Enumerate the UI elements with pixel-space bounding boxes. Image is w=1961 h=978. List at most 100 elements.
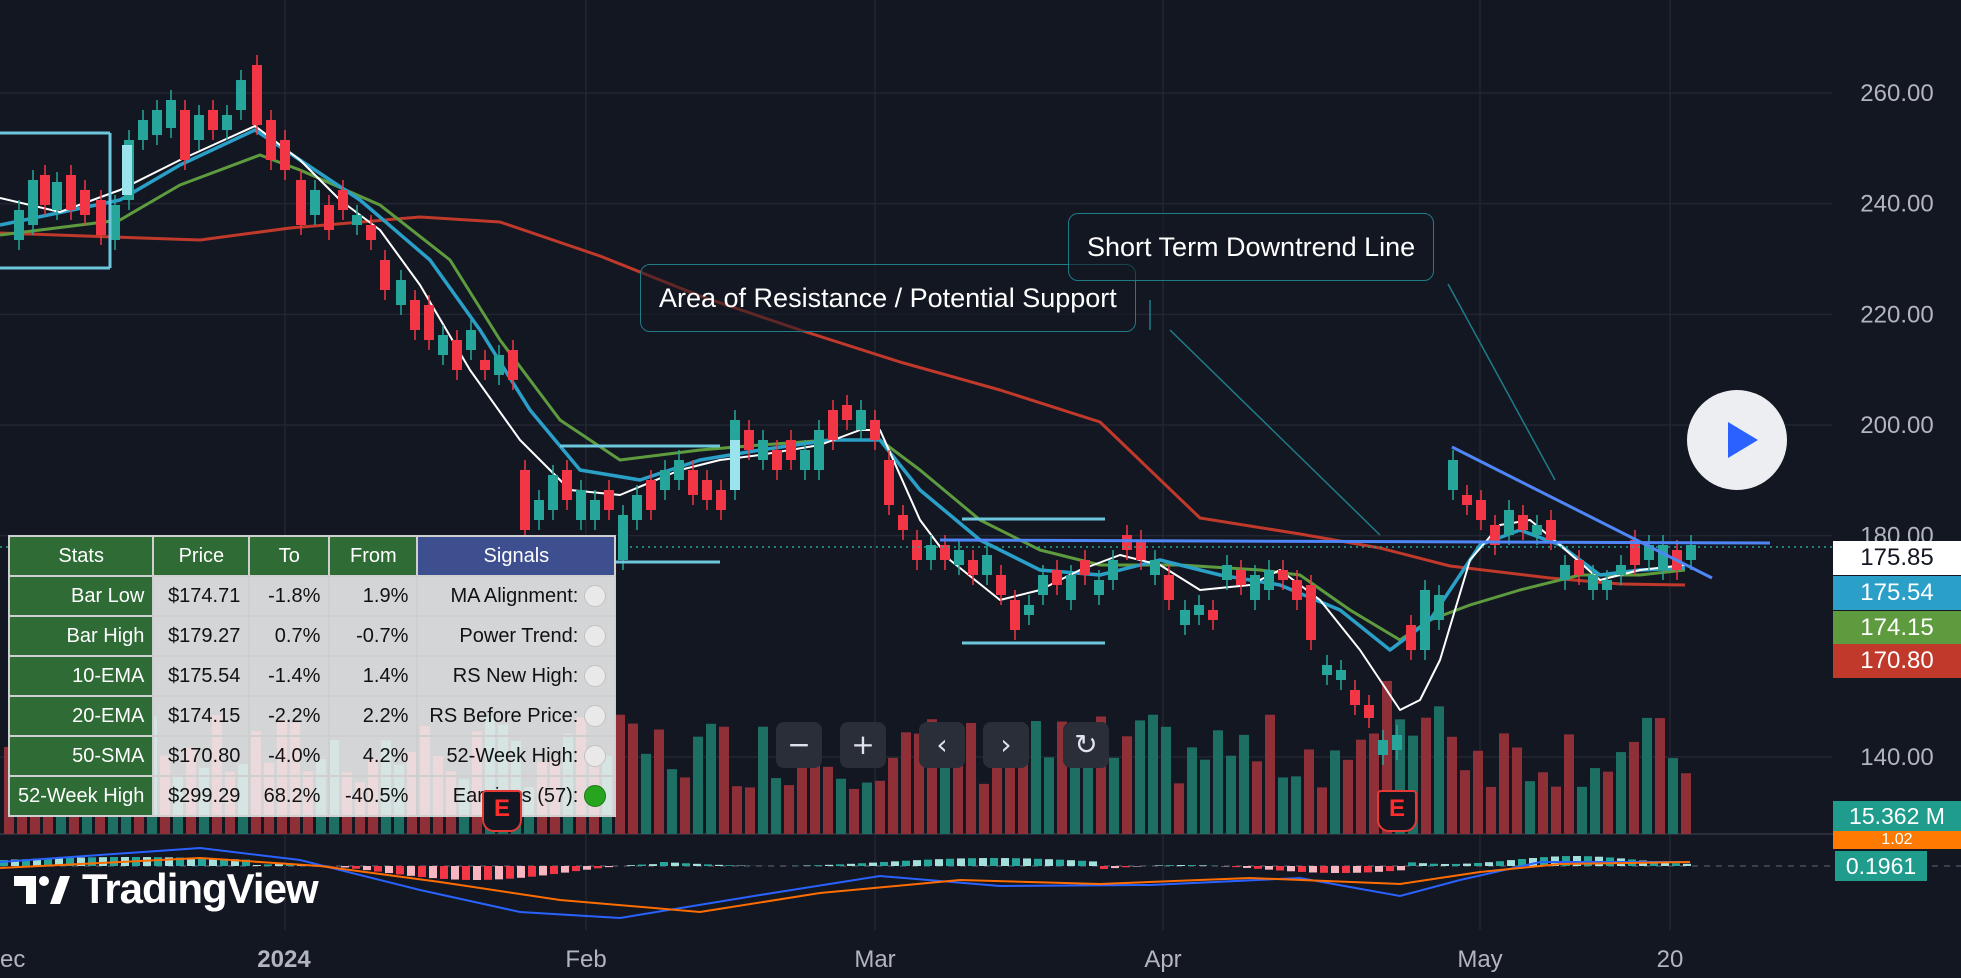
candle-body xyxy=(646,480,656,510)
macd-histogram-bar xyxy=(462,866,470,880)
earnings-badge-apr[interactable]: E xyxy=(1377,790,1417,832)
signal-off-indicator xyxy=(584,585,607,608)
macd-histogram-bar xyxy=(1661,862,1669,866)
macd-histogram-bar xyxy=(429,866,437,879)
stats-label: Bar High xyxy=(7,615,155,657)
candle-body xyxy=(1180,610,1190,625)
candle-body xyxy=(1278,570,1288,580)
candle-body xyxy=(884,460,894,505)
candle-body xyxy=(180,110,190,160)
candle-body xyxy=(1546,520,1556,540)
macd-histogram-bar xyxy=(946,858,954,866)
candle-body xyxy=(1490,525,1500,545)
reset-chart-button[interactable]: ↻ xyxy=(1063,722,1109,768)
volume-bar xyxy=(615,714,625,834)
macd-histogram-bar xyxy=(407,866,415,876)
time-axis-label: Apr xyxy=(1144,946,1181,973)
volume-bar xyxy=(1655,718,1665,834)
time-axis-label: ec xyxy=(0,946,25,973)
volume-bar xyxy=(797,752,807,834)
candle-body xyxy=(1406,625,1416,650)
candle-body xyxy=(590,500,600,520)
zoom-out-button[interactable]: − xyxy=(776,722,822,768)
candle-body xyxy=(996,575,1006,595)
volume-bar xyxy=(1343,759,1353,834)
candle-body xyxy=(1364,705,1374,718)
candle-body xyxy=(1150,560,1160,575)
candle-body xyxy=(424,305,434,340)
stats-to: 0.7% xyxy=(248,615,331,657)
earnings-badge-feb[interactable]: E xyxy=(482,790,522,832)
signals-header: Signals xyxy=(416,535,617,577)
macd-histogram-bar xyxy=(374,866,382,872)
volume-bar xyxy=(1512,747,1522,834)
signal-off-indicator xyxy=(584,665,607,688)
macd-histogram-bar xyxy=(814,865,822,866)
candle-body xyxy=(494,355,504,375)
stats-from: 1.4% xyxy=(328,655,419,697)
zoom-in-button[interactable]: + xyxy=(840,722,886,768)
stats-from: 1.9% xyxy=(328,575,419,617)
volume-bar xyxy=(1148,714,1158,834)
macd-histogram-bar xyxy=(341,866,349,868)
candle-body xyxy=(1136,540,1146,560)
downtrend-callout[interactable]: Short Term Downtrend Line xyxy=(1068,213,1435,281)
candle-body xyxy=(1476,500,1486,520)
macd-histogram-bar xyxy=(55,858,63,866)
resistance-callout[interactable]: Area of Resistance / Potential Support xyxy=(640,264,1136,332)
stats-table: Stats Price To From Signals Bar Low $174.… xyxy=(7,535,617,817)
stats-from: 4.2% xyxy=(328,735,419,777)
stats-price: $299.29 xyxy=(152,775,251,817)
volume-bar xyxy=(628,723,638,834)
volume-bar xyxy=(1525,781,1535,834)
candle-body xyxy=(480,360,490,370)
candle-body xyxy=(1378,740,1388,755)
histogram-tag: 1.02 xyxy=(1833,831,1961,849)
candle-body xyxy=(324,205,334,230)
macd-histogram-bar xyxy=(253,864,261,866)
macd-histogram-bar xyxy=(1012,858,1020,866)
macd-histogram-bar xyxy=(1034,858,1042,866)
macd-histogram-bar xyxy=(176,857,184,866)
candle-body xyxy=(1010,600,1020,630)
macd-histogram-bar xyxy=(990,858,998,866)
candle-body xyxy=(1208,610,1218,620)
volume-bar xyxy=(953,762,963,834)
macd-histogram-bar xyxy=(1111,866,1119,869)
volume-bar xyxy=(1447,736,1457,834)
macd-histogram-bar xyxy=(880,861,888,866)
from-header: From xyxy=(328,535,419,577)
candle-body xyxy=(1686,545,1696,560)
stats-price: $174.15 xyxy=(152,695,251,737)
tradingview-logo[interactable]: TradingView xyxy=(12,865,319,912)
candle-body xyxy=(548,475,558,510)
volume-bar xyxy=(1122,736,1132,834)
stats-price: $179.27 xyxy=(152,615,251,657)
downtrend-callout-connector xyxy=(1447,283,1556,481)
macd-histogram-bar xyxy=(1419,863,1427,866)
macd-histogram-bar xyxy=(902,860,910,866)
macd-histogram-bar xyxy=(363,866,371,871)
candle-body xyxy=(380,260,390,290)
price-axis-label: 260.00 xyxy=(1860,80,1933,107)
macd-histogram-bar xyxy=(891,861,899,866)
scroll-left-button[interactable]: ‹ xyxy=(919,722,965,768)
macd-histogram-bar xyxy=(22,859,30,866)
replay-play-button[interactable] xyxy=(1687,390,1787,490)
macd-histogram-bar xyxy=(869,862,877,866)
macd-histogram-bar xyxy=(660,862,668,866)
candle-body xyxy=(508,350,518,380)
resistance-callout-connector xyxy=(1169,329,1381,536)
macd-histogram-bar xyxy=(1452,863,1460,866)
price-axis-label: 140.00 xyxy=(1860,744,1933,771)
volume-bar xyxy=(706,723,716,834)
scroll-right-button[interactable]: › xyxy=(983,722,1029,768)
last-price-tag: 175.85 xyxy=(1833,541,1961,575)
stats-label: 10-EMA xyxy=(7,655,155,697)
signal-label: 52-Week High: xyxy=(446,744,579,767)
macd-histogram-bar xyxy=(825,864,833,866)
candle-body xyxy=(800,450,810,470)
candle-body xyxy=(1222,565,1232,580)
